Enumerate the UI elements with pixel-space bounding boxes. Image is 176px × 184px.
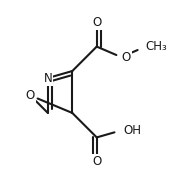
Text: O: O (26, 89, 35, 102)
Text: CH₃: CH₃ (146, 40, 167, 53)
Text: O: O (121, 51, 130, 64)
Text: N: N (43, 72, 52, 84)
Text: O: O (92, 155, 101, 168)
Text: OH: OH (123, 124, 141, 137)
Text: O: O (92, 16, 101, 29)
